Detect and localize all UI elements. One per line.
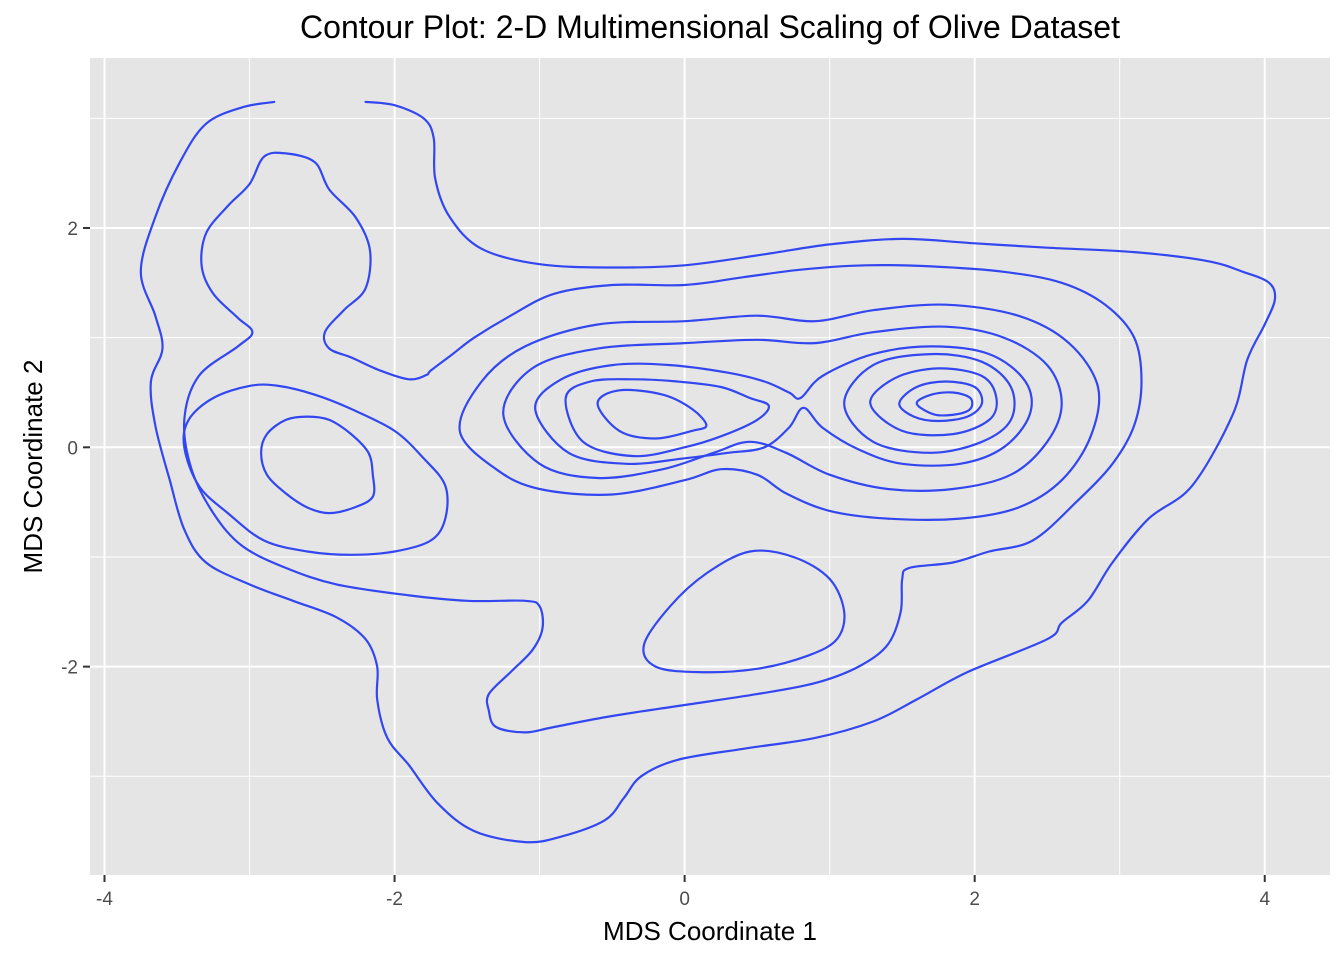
x-axis: -4 -2 0 2 4 [96,875,1270,910]
contour-outer-left [139,100,1277,844]
y-tick-label: -2 [61,658,78,679]
contour-lines [139,100,1277,844]
x-axis-title: MDS Coordinate 1 [603,916,817,946]
y-axis: -2 0 2 [61,219,90,679]
y-tick-label: 2 [67,219,78,240]
x-tick-label: 0 [679,889,690,910]
x-tick-label: 2 [969,889,980,910]
plot-panel [90,58,1330,875]
contour-left-cluster-outer [182,383,449,556]
y-axis-title: MDS Coordinate 2 [18,360,48,574]
contour-right-ring-5 [869,367,998,437]
y-tick-label: 0 [67,438,78,459]
x-tick-label: -2 [386,889,403,910]
contour-mid-double-3 [534,345,1033,467]
chart-title: Contour Plot: 2-D Multimensional Scaling… [300,9,1120,45]
contour-mid-left-lobe-a [564,378,770,458]
contour-left-cluster-inner [260,415,376,515]
contour-right-ring-7 [915,391,974,417]
contour-right-ring-4 [843,352,1016,454]
contour-mid-double-1 [458,303,1101,521]
contour-mid-left-lobe-b [596,388,708,440]
x-tick-label: -4 [96,889,113,910]
contour-mid-double-2 [502,325,1063,492]
contour-right-ring-6 [898,380,984,423]
x-tick-label: 4 [1259,889,1270,910]
contour-bottom-cluster [642,549,846,674]
contour-inner-left-loop [182,151,1143,734]
